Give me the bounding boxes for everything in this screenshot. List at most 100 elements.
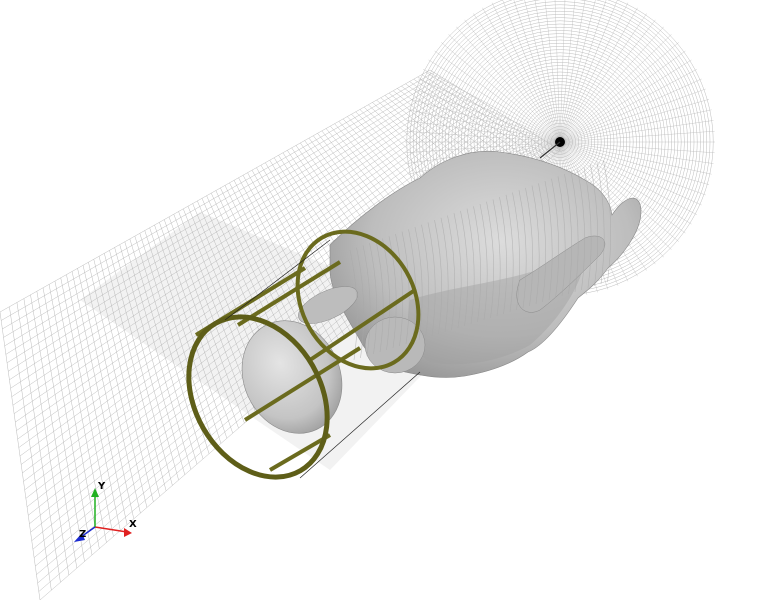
polar-spoke	[559, 0, 566, 143]
coil-rung	[308, 288, 417, 362]
grid-line	[5, 81, 450, 355]
polar-spoke	[559, 141, 686, 234]
birdcage-coil[interactable]	[161, 210, 443, 502]
body-contour	[349, 249, 358, 361]
polar-spoke	[559, 26, 664, 143]
body-contour	[447, 215, 455, 331]
body-contour	[453, 213, 462, 329]
polar-spoke	[559, 0, 586, 143]
polar-spoke	[559, 69, 697, 143]
coil-rung	[243, 346, 362, 422]
polar-spoke	[559, 141, 672, 250]
polar-spoke	[559, 34, 672, 143]
polar-spoke	[559, 50, 686, 143]
body-contour-lines	[349, 160, 611, 361]
body-contour	[356, 247, 364, 359]
polar-spoke	[559, 0, 576, 143]
body-contour	[583, 167, 592, 289]
polar-spoke	[559, 88, 706, 143]
grid-line	[9, 88, 461, 380]
grid-line	[17, 105, 488, 440]
polar-spoke	[559, 141, 715, 153]
y-axis-arrowhead	[91, 488, 99, 497]
body-contour	[362, 245, 371, 357]
body-contour	[590, 164, 598, 287]
polar-spoke	[559, 141, 710, 185]
polar-spoke	[559, 13, 647, 143]
polar-spoke	[534, 0, 561, 143]
polar-spoke	[502, 0, 561, 143]
grid-line	[18, 107, 492, 448]
body-contour	[525, 187, 533, 307]
body-contour	[538, 183, 546, 303]
polar-spoke	[559, 19, 656, 143]
polar-spoke	[559, 0, 596, 143]
polar-spoke	[559, 78, 702, 143]
polar-spoke	[559, 0, 618, 143]
neck-mesh	[298, 286, 358, 324]
grid-line	[13, 98, 477, 414]
polar-spoke	[559, 141, 679, 242]
polar-spoke	[448, 34, 561, 143]
x-axis-arrow	[94, 526, 128, 533]
coil-outline	[299, 371, 421, 479]
body-contour	[505, 194, 514, 313]
polar-spoke	[491, 2, 561, 143]
grid-line	[10, 90, 465, 389]
polar-spoke	[482, 7, 561, 143]
body-contour	[382, 238, 390, 351]
x-axis-arrowhead	[124, 528, 132, 537]
body-contour	[388, 236, 397, 349]
body-contour	[473, 206, 481, 323]
body-contour	[395, 233, 403, 347]
polar-spoke	[456, 26, 561, 143]
body-contour	[486, 201, 494, 319]
body-contour	[440, 217, 449, 333]
grid-line	[4, 79, 446, 347]
polar-spoke	[405, 131, 561, 143]
body-contour	[577, 169, 585, 291]
body-contour	[434, 220, 442, 335]
body-contour	[518, 190, 527, 309]
polar-spoke	[428, 59, 561, 143]
polar-spoke	[559, 141, 714, 164]
polar-spoke	[559, 141, 706, 196]
coil-back-ring	[295, 229, 421, 371]
grid-line	[8, 86, 457, 372]
body-contour	[401, 231, 410, 345]
polar-spoke	[423, 69, 561, 143]
coil-rung	[236, 260, 342, 327]
grid-line	[19, 109, 496, 457]
grid-line	[6, 83, 454, 364]
body-contour	[375, 240, 384, 353]
polar-spoke	[559, 42, 679, 143]
grid-line	[15, 100, 480, 423]
polar-spoke	[559, 141, 712, 175]
body-contour	[414, 226, 423, 341]
polar-spoke	[434, 50, 561, 143]
coil-front-ring	[186, 314, 330, 480]
body-contour	[531, 185, 540, 305]
grid-line	[3, 76, 442, 338]
body-contour	[512, 192, 520, 311]
polar-spoke	[559, 131, 715, 143]
body-contour	[570, 171, 579, 293]
polar-spoke	[441, 42, 561, 143]
body-contour	[460, 210, 468, 327]
body-contour	[492, 199, 501, 317]
body-contour	[427, 222, 436, 337]
polar-spoke	[559, 59, 692, 143]
polar-spoke	[544, 0, 561, 143]
body-contour	[479, 203, 488, 321]
z-axis-arrowhead	[74, 533, 85, 542]
coil-rung	[268, 433, 332, 472]
polar-spoke	[418, 78, 561, 143]
polar-spoke	[410, 99, 561, 143]
body-contour	[499, 197, 507, 315]
polar-spoke	[559, 99, 710, 143]
coil-outline	[224, 239, 331, 321]
body-contour	[557, 176, 566, 297]
body-contour	[596, 162, 605, 285]
polar-spoke	[559, 141, 702, 206]
